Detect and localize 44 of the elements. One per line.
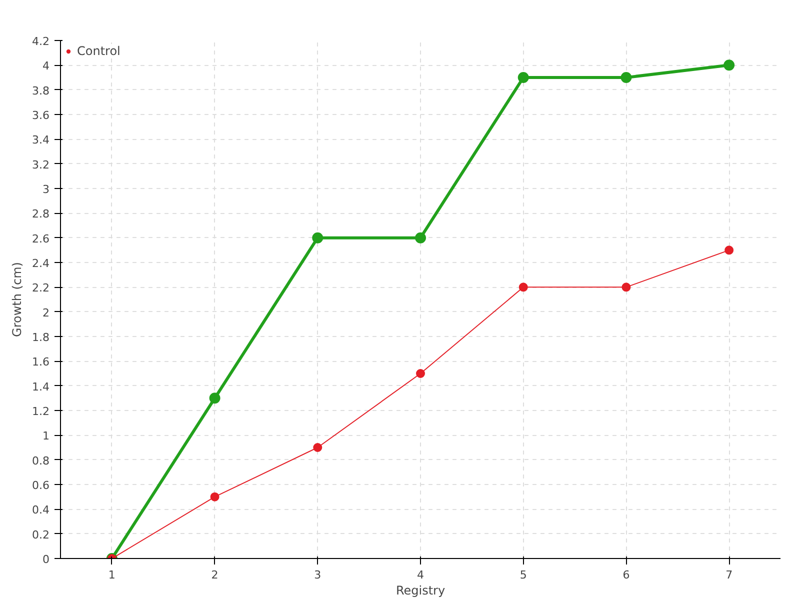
point — [210, 492, 220, 502]
y-tick-label: 1.6 — [32, 356, 50, 369]
point — [518, 282, 528, 292]
y-tick-label: 2.6 — [32, 232, 50, 246]
point — [724, 60, 735, 71]
y-tick-label: 1 — [42, 430, 50, 443]
x-tick-label: 7 — [726, 568, 733, 582]
point — [416, 369, 425, 378]
y-tick-label: 3.6 — [32, 109, 50, 122]
y-tick-label: 1.2 — [32, 405, 50, 418]
x-tick-label: 2 — [211, 568, 218, 582]
y-tick-label: 3.2 — [32, 158, 50, 172]
x-tick-label: 1 — [108, 568, 116, 582]
y-tick-label: 2.4 — [32, 257, 50, 270]
y-tick-label: 2.2 — [32, 282, 50, 295]
point — [415, 232, 426, 244]
y-tick-label: 1.8 — [32, 331, 50, 344]
y-tick-label: 3.4 — [32, 134, 50, 147]
y-tick-label: 4 — [42, 60, 50, 73]
point — [312, 232, 324, 244]
x-tick-label: 6 — [622, 568, 630, 582]
y-tick-label: 3.8 — [32, 84, 50, 98]
x-axis-title: Registry — [396, 584, 446, 598]
y-tick-label: 0.6 — [32, 479, 50, 492]
point — [518, 72, 529, 83]
x-tick-label: 3 — [314, 568, 322, 582]
y-axis-title: Growth (cm) — [10, 262, 24, 337]
y-tick-label: 0 — [42, 553, 50, 566]
point — [622, 282, 631, 292]
x-tick-label: 4 — [417, 568, 424, 582]
point — [620, 72, 632, 83]
point — [313, 443, 322, 452]
y-tick-label: 1.4 — [32, 380, 50, 394]
x-tick-label: 5 — [520, 568, 527, 582]
y-tick-label: 0.8 — [32, 454, 50, 468]
legend-label: Control — [77, 44, 120, 58]
y-tick-label: 0.2 — [32, 528, 50, 542]
y-tick-label: 0.4 — [32, 504, 50, 517]
y-tick-label: 3 — [42, 183, 50, 196]
y-tick-label: 2 — [42, 306, 50, 320]
point — [209, 392, 220, 404]
y-tick-label: 2.8 — [32, 208, 50, 221]
point — [724, 246, 734, 255]
y-tick-label: 4.2 — [32, 35, 50, 48]
